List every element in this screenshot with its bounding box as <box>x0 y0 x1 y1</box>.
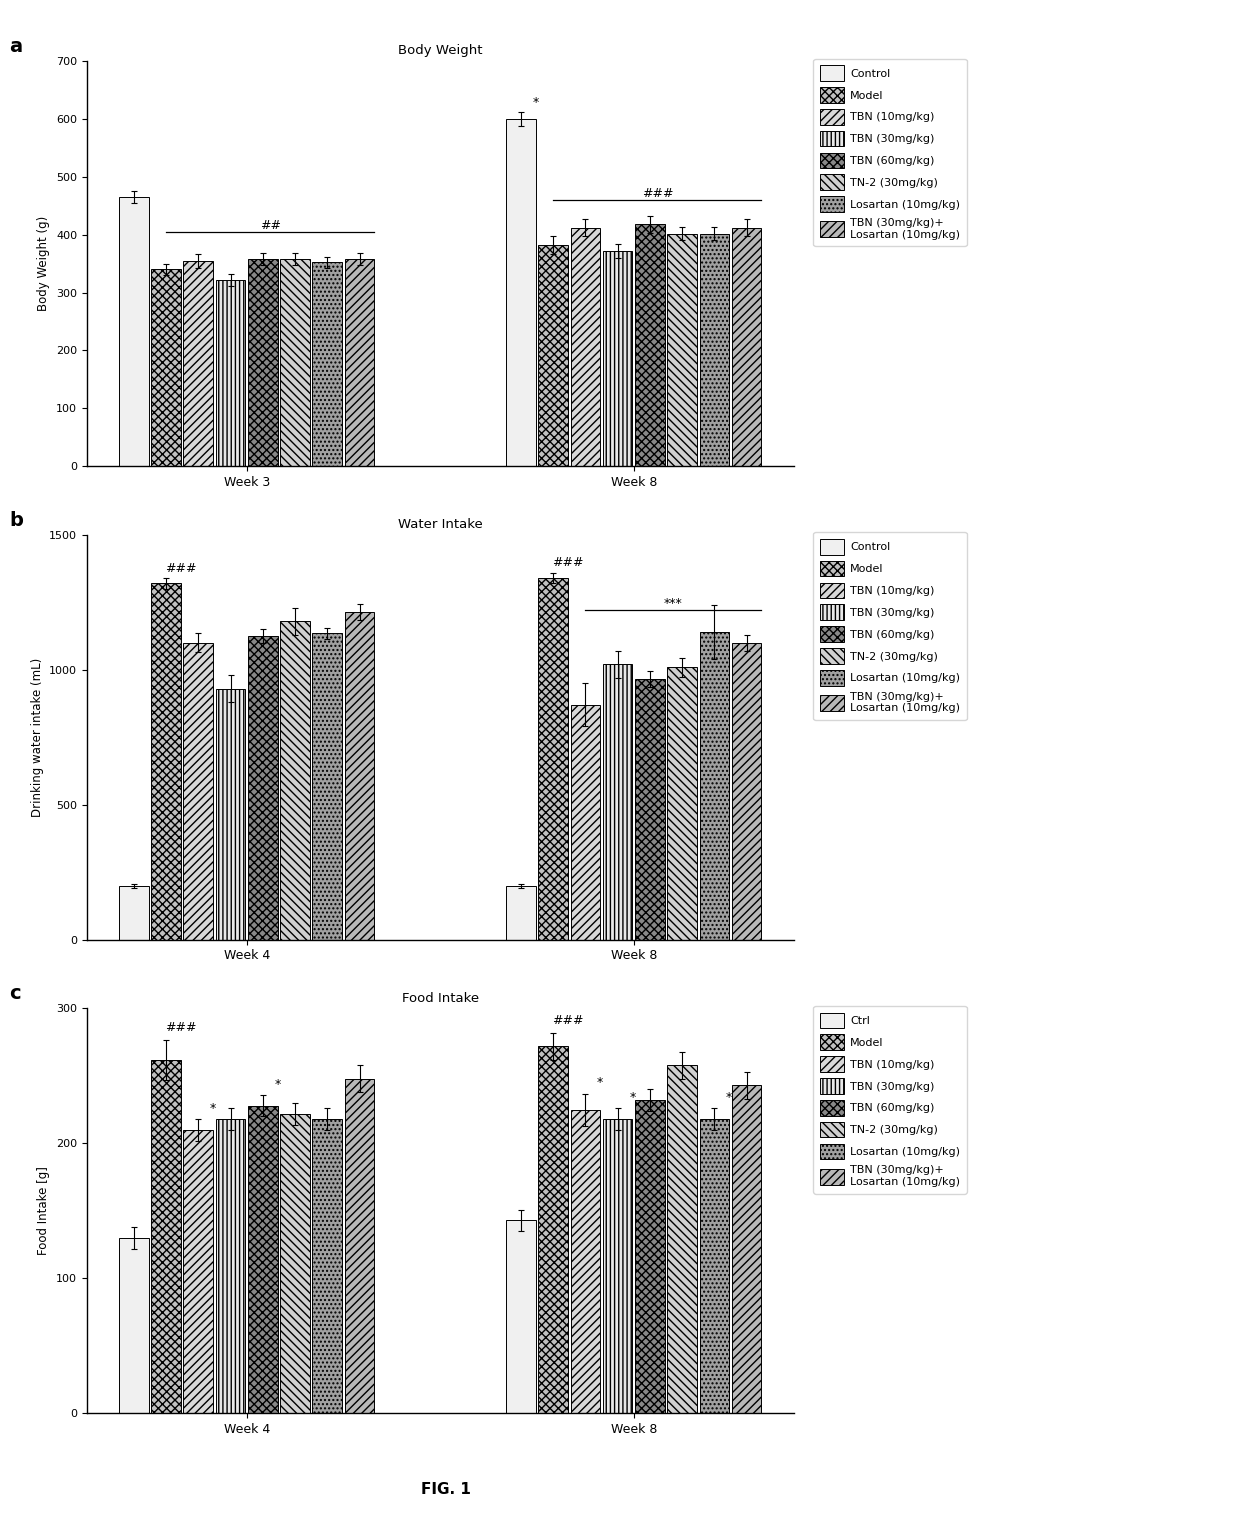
Text: ###: ### <box>165 1021 197 1034</box>
Bar <box>570 228 600 466</box>
Bar <box>732 643 761 940</box>
Title: Body Weight: Body Weight <box>398 44 482 57</box>
Bar <box>345 611 374 940</box>
Text: *: * <box>598 1076 604 1089</box>
Bar <box>280 1114 310 1413</box>
Bar <box>216 689 246 940</box>
Bar <box>248 258 278 466</box>
Bar <box>603 251 632 466</box>
Bar <box>151 1060 181 1413</box>
Bar <box>699 633 729 940</box>
Bar <box>312 263 342 466</box>
Bar <box>312 1118 342 1413</box>
Bar <box>603 1118 632 1413</box>
Bar <box>667 234 697 466</box>
Bar <box>506 119 536 466</box>
Bar <box>151 584 181 940</box>
Bar <box>699 234 729 466</box>
Text: *: * <box>210 1102 216 1115</box>
Legend: Control, Model, TBN (10mg/kg), TBN (30mg/kg), TBN (60mg/kg), TN-2 (30mg/kg), Los: Control, Model, TBN (10mg/kg), TBN (30mg… <box>813 58 967 246</box>
Bar <box>216 280 246 466</box>
Text: *: * <box>532 96 539 108</box>
Text: b: b <box>9 510 22 530</box>
Bar <box>119 886 149 940</box>
Bar <box>248 636 278 940</box>
Bar <box>635 225 665 466</box>
Title: Water Intake: Water Intake <box>398 518 482 530</box>
Text: *: * <box>274 1077 280 1091</box>
Bar <box>635 680 665 940</box>
Text: ###: ### <box>552 1015 584 1027</box>
Text: c: c <box>9 984 21 1004</box>
Bar <box>119 197 149 466</box>
Bar <box>732 1085 761 1413</box>
Text: ###: ### <box>165 562 197 575</box>
Bar <box>506 886 536 940</box>
Y-axis label: Body Weight (g): Body Weight (g) <box>37 215 51 312</box>
Bar <box>635 1100 665 1413</box>
Bar <box>280 258 310 466</box>
Text: FIG. 1: FIG. 1 <box>422 1482 471 1497</box>
Bar <box>151 269 181 466</box>
Title: Food Intake: Food Intake <box>402 992 479 1004</box>
Bar <box>184 261 213 466</box>
Bar <box>506 1221 536 1413</box>
Bar <box>699 1118 729 1413</box>
Bar <box>280 622 310 940</box>
Bar <box>570 1109 600 1413</box>
Bar <box>119 1238 149 1413</box>
Text: ##: ## <box>259 219 280 232</box>
Bar <box>312 633 342 940</box>
Bar <box>345 258 374 466</box>
Bar <box>216 1118 246 1413</box>
Legend: Ctrl, Model, TBN (10mg/kg), TBN (30mg/kg), TBN (60mg/kg), TN-2 (30mg/kg), Losart: Ctrl, Model, TBN (10mg/kg), TBN (30mg/kg… <box>813 1005 967 1193</box>
Bar <box>248 1106 278 1413</box>
Bar <box>667 1065 697 1413</box>
Bar <box>184 643 213 940</box>
Text: a: a <box>9 37 22 57</box>
Bar <box>538 244 568 466</box>
Text: *: * <box>630 1091 636 1105</box>
Bar <box>538 1047 568 1413</box>
Bar <box>570 704 600 940</box>
Text: ***: *** <box>665 597 683 610</box>
Legend: Control, Model, TBN (10mg/kg), TBN (30mg/kg), TBN (60mg/kg), TN-2 (30mg/kg), Los: Control, Model, TBN (10mg/kg), TBN (30mg… <box>813 532 967 720</box>
Text: ###: ### <box>552 556 584 570</box>
Bar <box>538 578 568 940</box>
Bar <box>345 1079 374 1413</box>
Text: *: * <box>727 1091 733 1105</box>
Bar <box>603 665 632 940</box>
Y-axis label: Drinking water intake (mL): Drinking water intake (mL) <box>31 657 43 817</box>
Bar <box>184 1131 213 1413</box>
Bar <box>667 668 697 940</box>
Y-axis label: Food Intake [g]: Food Intake [g] <box>37 1166 51 1256</box>
Bar <box>732 228 761 466</box>
Text: ###: ### <box>641 186 673 200</box>
